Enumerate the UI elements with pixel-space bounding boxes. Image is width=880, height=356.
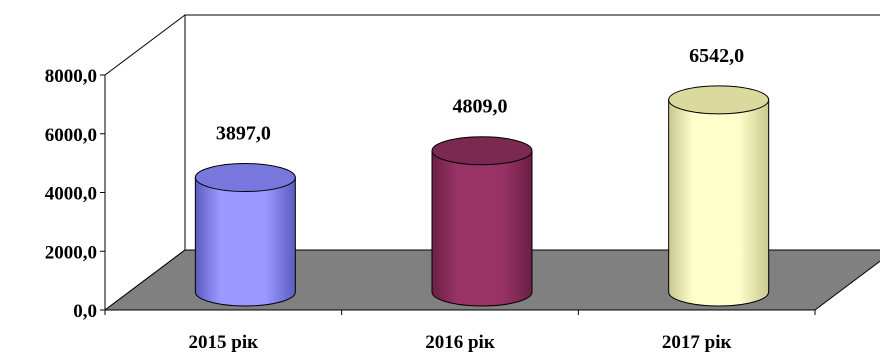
cylinder-body [431,150,533,307]
labels: 2015 рік 2016 рік 2017 рік 3897,0 4809,0 6542… [189,45,745,353]
x-category-label: 2015 рік [189,332,259,353]
bar-2016-рік [431,136,533,307]
bar-2017-рік [668,85,770,307]
x-category-label: 2016 рік [425,332,495,353]
axes: 0,0 2000,0 4000,0 6000,0 8000,0 [45,66,816,322]
cylinder-top [431,136,533,166]
y-tick-label: 6000,0 [45,125,97,146]
y-tick-label: 0,0 [73,301,97,322]
x-category-label: 2017 рік [662,332,732,353]
data-label: 3897,0 [216,123,271,145]
y-tick-label: 2000,0 [45,242,97,263]
bars [194,85,770,307]
y-tick-label: 4000,0 [45,184,97,205]
data-label: 4809,0 [453,96,508,118]
bar-2015-рік [194,163,296,307]
cylinder-top [668,85,770,115]
y-tick-label: 8000,0 [45,66,97,87]
cylinder-top [194,163,296,193]
data-label: 6542,0 [689,45,744,67]
cylinder-body [668,99,770,307]
cylinder-body [194,177,296,307]
